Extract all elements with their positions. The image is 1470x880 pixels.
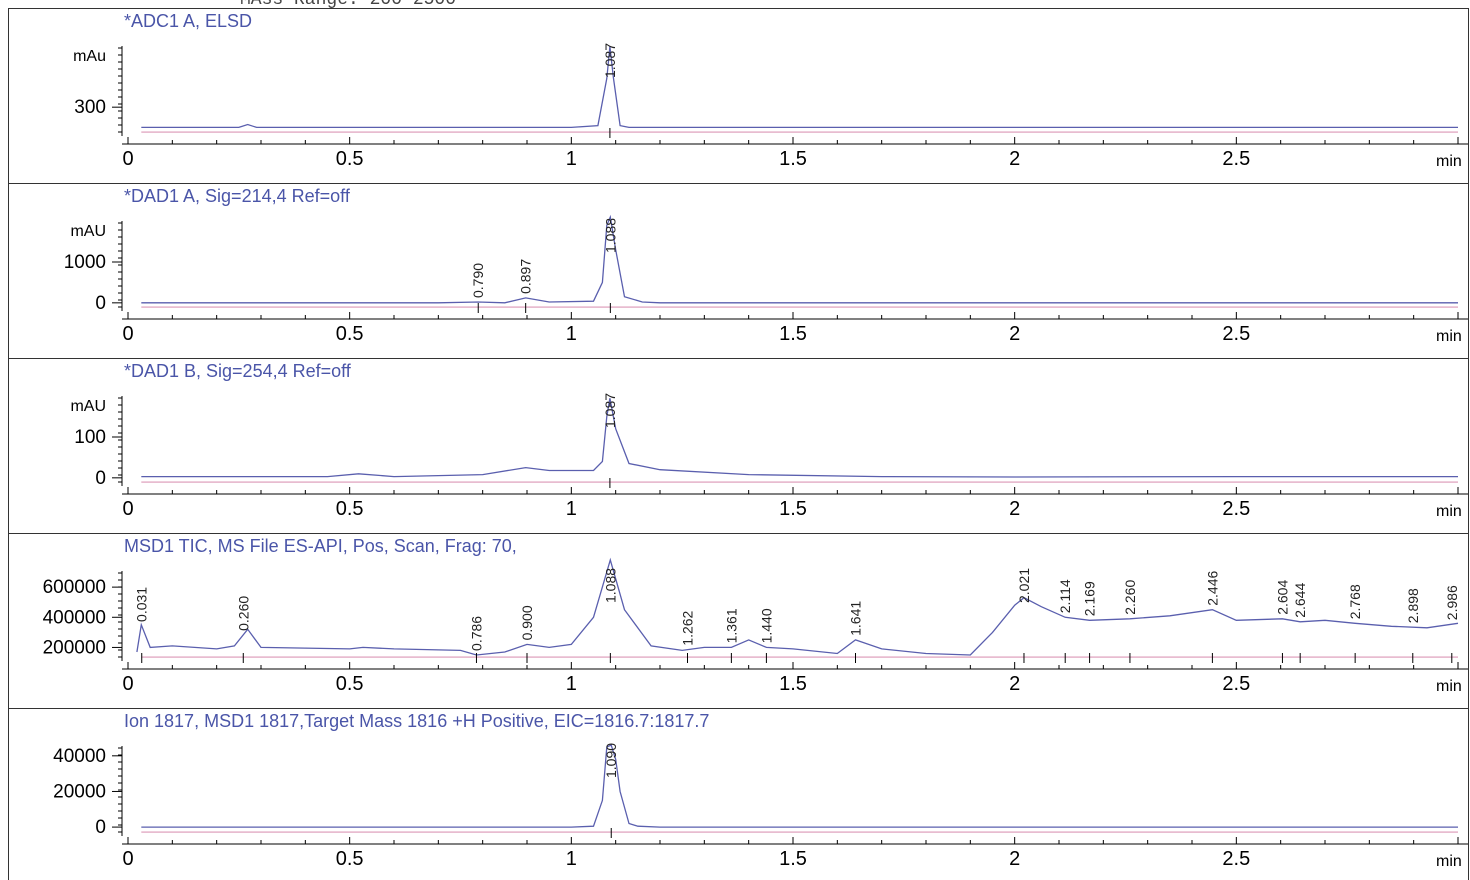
y-axis-unit-label: mAU	[70, 398, 106, 415]
x-axis-unit-label: min	[1436, 328, 1462, 345]
y-axis-unit-label: mAU	[70, 223, 106, 240]
peak-label: 2.021	[1016, 568, 1032, 603]
partial-header-text: MAss Range: 200-2500	[240, 0, 457, 10]
peak-label: 2.768	[1347, 584, 1363, 619]
chart-title: *DAD1 A, Sig=214,4 Ref=off	[124, 186, 351, 206]
peak-label: 2.986	[1444, 585, 1460, 620]
chart-title: *DAD1 B, Sig=254,4 Ref=off	[124, 361, 352, 381]
series-line	[141, 46, 1458, 129]
x-tick-label: 1.5	[779, 148, 807, 170]
x-axis-unit-label: min	[1436, 153, 1462, 170]
peak-label: 2.114	[1057, 579, 1073, 613]
x-tick-label: 2	[1009, 148, 1020, 170]
peak-label: 1.090	[603, 743, 619, 778]
peak-label: 1.641	[848, 601, 864, 636]
chart-title: Ion 1817, MSD1 1817,Target Mass 1816 +H …	[124, 711, 709, 731]
peak-label: 1.088	[602, 568, 618, 603]
x-tick-label: 1.5	[779, 673, 807, 695]
y-tick-label: 400000	[43, 607, 106, 628]
y-tick-label: 40000	[53, 746, 106, 767]
y-tick-label: 1000	[64, 252, 106, 273]
peak-label: 1.361	[723, 608, 739, 643]
y-tick-label: 0	[95, 293, 106, 314]
x-tick-label: 2.5	[1222, 498, 1250, 520]
chart-panel-4: MSD1 TIC, MS File ES-API, Pos, Scan, Fra…	[8, 533, 1469, 709]
peak-label: 1.262	[679, 610, 695, 645]
x-tick-label: 2.5	[1222, 323, 1250, 345]
x-tick-label: 1.5	[779, 848, 807, 870]
peak-label: 0.031	[134, 587, 150, 622]
x-tick-label: 2.5	[1222, 848, 1250, 870]
y-tick-label: 300	[74, 97, 106, 118]
chart-title: *ADC1 A, ELSD	[124, 11, 252, 31]
x-tick-label: 1	[566, 673, 577, 695]
peak-label: 0.786	[468, 616, 484, 651]
y-tick-label: 600000	[43, 577, 106, 598]
y-tick-label: 100	[74, 427, 106, 448]
y-tick-label: 0	[95, 468, 106, 489]
series-line	[136, 557, 1459, 656]
x-tick-label: 2	[1009, 848, 1020, 870]
chart-title: MSD1 TIC, MS File ES-API, Pos, Scan, Fra…	[124, 536, 517, 556]
x-tick-label: 0.5	[336, 673, 364, 695]
series-line	[141, 214, 1458, 304]
peak-label: 2.260	[1122, 580, 1138, 615]
x-axis-unit-label: min	[1436, 678, 1462, 695]
x-tick-label: 0	[122, 673, 133, 695]
x-tick-label: 1.5	[779, 498, 807, 520]
x-tick-label: 0.5	[336, 498, 364, 520]
x-tick-label: 2	[1009, 498, 1020, 520]
peak-label: 2.644	[1292, 583, 1308, 618]
peak-label: 2.604	[1274, 580, 1290, 615]
x-tick-label: 0	[122, 498, 133, 520]
series-line	[141, 398, 1458, 478]
x-tick-label: 0.5	[336, 848, 364, 870]
series-line	[141, 744, 1458, 828]
peak-label: 1.087	[602, 393, 618, 428]
y-tick-label: 200000	[43, 637, 106, 658]
x-tick-label: 1	[566, 498, 577, 520]
x-tick-label: 0	[122, 323, 133, 345]
x-tick-label: 2.5	[1222, 673, 1250, 695]
peak-label: 1.440	[758, 608, 774, 643]
peak-label: 0.900	[519, 605, 535, 640]
x-tick-label: 0.5	[336, 323, 364, 345]
chart-panel-3: *DAD1 B, Sig=254,4 Ref=off mAU 0 100 0 0.5 1 1.…	[8, 358, 1469, 534]
peak-label: 0.897	[518, 259, 534, 294]
x-axis-unit-label: min	[1436, 853, 1462, 870]
x-tick-label: 0	[122, 848, 133, 870]
peak-label: 1.087	[602, 43, 618, 78]
x-tick-label: 1	[566, 323, 577, 345]
x-tick-label: 2	[1009, 673, 1020, 695]
x-tick-label: 0	[122, 148, 133, 170]
y-axis-unit-label: mAu	[73, 48, 106, 65]
x-tick-label: 1.5	[779, 323, 807, 345]
peak-label: 1.088	[602, 218, 618, 253]
x-tick-label: 1	[566, 148, 577, 170]
chart-panel-1: *ADC1 A, ELSD mAu 300 0 0.5 1 1.5 2 2.5 min 1.087	[8, 8, 1469, 184]
y-tick-label: 20000	[53, 781, 106, 802]
chart-panel-5: Ion 1817, MSD1 1817,Target Mass 1816 +H …	[8, 708, 1469, 880]
chart-panel-2: *DAD1 A, Sig=214,4 Ref=off mAU 0 1000 0 0.5 1 1…	[8, 183, 1469, 359]
peak-label: 0.790	[470, 263, 486, 298]
panel-frame	[8, 708, 1469, 880]
x-axis-unit-label: min	[1436, 503, 1462, 520]
peak-label: 2.446	[1204, 570, 1220, 605]
x-tick-label: 1	[566, 848, 577, 870]
peak-label: 2.898	[1405, 588, 1421, 623]
peak-label: 0.260	[235, 596, 251, 631]
y-tick-label: 0	[95, 817, 106, 838]
peak-label: 2.169	[1082, 581, 1098, 616]
x-tick-label: 0.5	[336, 148, 364, 170]
x-tick-label: 2.5	[1222, 148, 1250, 170]
x-tick-label: 2	[1009, 323, 1020, 345]
